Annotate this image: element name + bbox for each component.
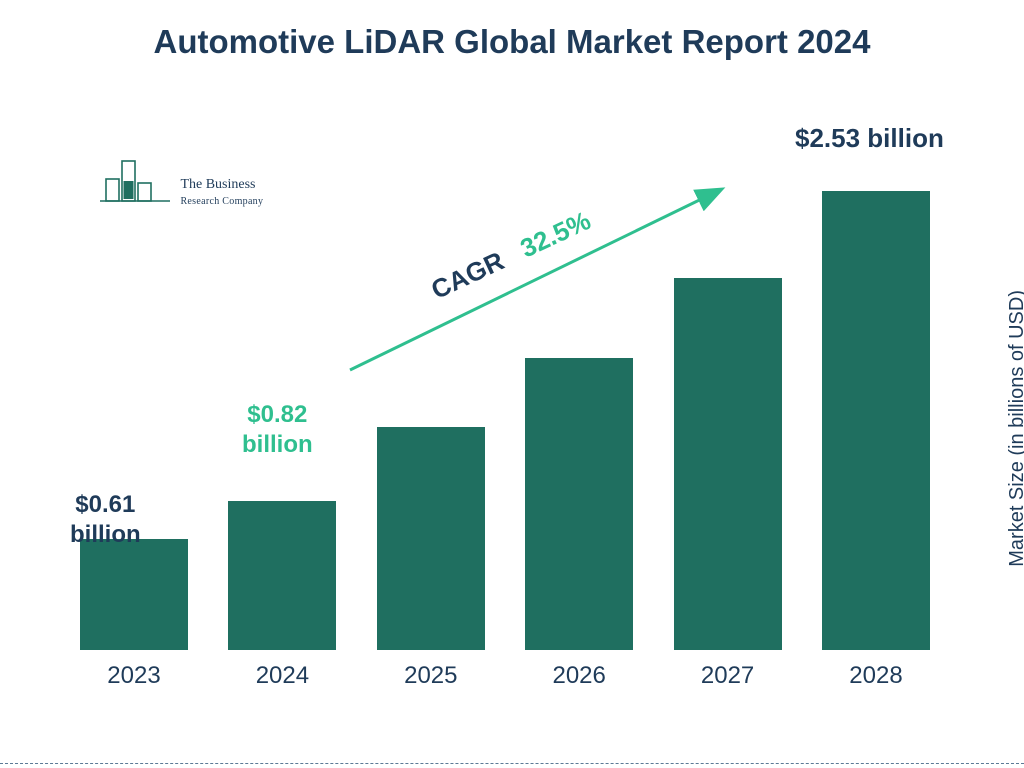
yaxis-label: Market Size (in billions of USD) (1006, 290, 1024, 567)
cagr-arrow (0, 0, 1024, 768)
footer-divider (0, 763, 1024, 764)
